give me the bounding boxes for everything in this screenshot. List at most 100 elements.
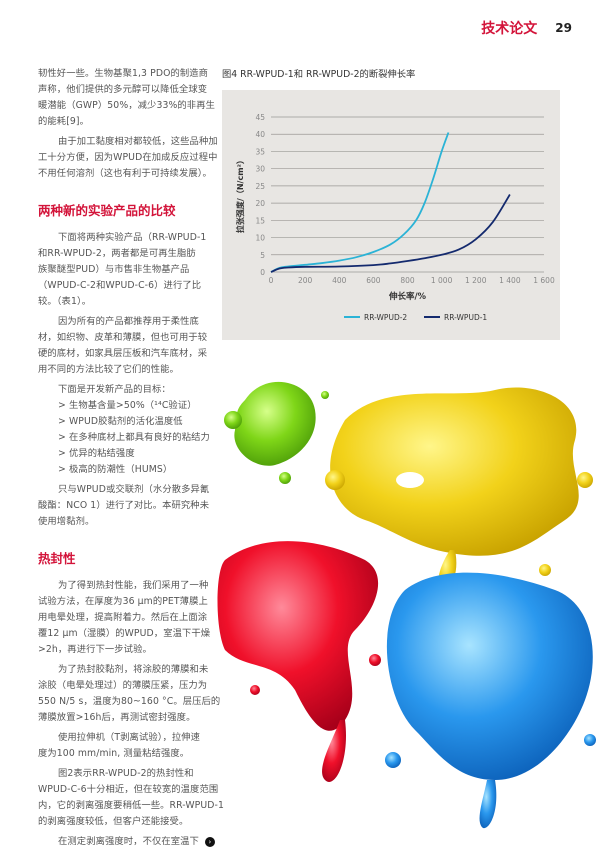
chart-panel: 0 5 10 15 20 25 30 35 40 45 0 200 400 600 800 1 000 1 20… [222,90,560,340]
text-line: 覆12 μm（湿膜）的WPUD，室温下干燥 [38,626,214,642]
elongation-chart: 0 5 10 15 20 25 30 35 40 45 0 200 400 600 800 1 000 1 20… [235,113,555,322]
list-item: 下面是开发新产品的目标： [38,382,214,398]
text-line: 材，如织物、皮革和薄膜，但也可用于较 [38,330,214,346]
line-text: WPUD-C-6十分相近，但在较宽的温度范围 [38,784,219,795]
text-line: WPUD-C-6十分相近，但在较宽的温度范围 [38,782,218,798]
text-line: 声称，他们提供的多元醇可以降低全球变 [38,82,214,98]
series-line-rr-wpud-2 [270,132,450,273]
line-text: 内，它的剥离强度要稍低一些。RR-WPUD-1 [38,800,225,811]
x-tick-label: 800 [400,276,415,285]
line-text: 由于加工黏度相对都较低，这些品种加 [58,136,218,147]
page-number: 29 [555,21,572,35]
line-text: 声称，他们提供的多元醇可以降低全球变 [38,84,208,95]
text-line: 550 N/5 s，温度为80~160 °C。层压后的 [38,694,220,710]
y-tick-label: 25 [255,182,265,191]
text-line: 度为100 mm/min, 测量粘结强度。 [38,746,214,762]
y-axis-label: 拉张强度/（N/cm²） [235,156,245,233]
x-tick-label: 1 000 [431,276,453,285]
text-line: 下面将两种实验产品（RR-WPUD-1 [38,230,214,246]
article-text-column: 韧性好一些。生物基聚1,3 PDO的制造商 声称，他们提供的多元醇可以降低全球变暖… [38,66,224,854]
paragraph: 因为所有的产品都推荐用于柔性底 材，如织物、皮革和薄膜，但也可用于较 硬的底材，如家… [38,314,214,378]
text-line: 图2表示RR-WPUD-2的热封性和 [38,766,214,782]
x-tick-label: 1 400 [499,276,521,285]
text-line: 酸酯：NCO 1）进行了对比。本研究种未 [38,498,214,514]
line-text: 材，如织物、皮革和薄膜，但也可用于较 [38,332,208,343]
blue-splash [385,572,596,829]
line-text: > WPUD胶黏剂的活化温度低 [58,416,183,427]
paragraph: 韧性好一些。生物基聚1,3 PDO的制造商 声称，他们提供的多元醇可以降低全球变暖… [38,66,215,130]
text-line: 薄膜放置>16h后，再测试密封强度。 [38,710,214,726]
line-text: 的能耗[9]。 [38,116,90,127]
y-tick-label: 0 [260,268,265,277]
line-text: 度为100 mm/min, 测量粘结强度。 [38,748,190,759]
goal-list: 下面是开发新产品的目标： > 生物基含量>50%（¹⁴C验证） > WPUD胶黏剂的… [38,382,214,478]
list-item: > 极高的防潮性（HUMS） [38,462,214,478]
x-tick-label: 1 600 [533,276,555,285]
x-tick-label: 600 [366,276,381,285]
line-text: > 优异的粘结强度 [58,448,135,459]
text-line: 只与WPUD或交联剂（水分散多异氰 [38,482,214,498]
line-text: >2h，再进行下一步试验。 [38,644,152,655]
line-text: 暖潜能（GWP）50%，减少33%的非再生 [38,100,215,111]
text-line: 涂胶（电晕处理过）的薄膜压紧，压力为 [38,678,214,694]
line-text: 为了得到热封性能，我们采用了一种 [58,580,209,591]
line-text: 的剥离强度较低，但客户还能接受。 [38,816,189,827]
red-splash [217,541,381,782]
paragraph: 由于加工黏度相对都较低，这些品种加工十分方便，因为WPUD在加成反应过程中 不用任… [38,134,218,182]
line-text: 图2表示RR-WPUD-2的热封性和 [58,768,194,779]
line-text: 工十分方便，因为WPUD在加成反应过程中 [38,152,218,163]
text-line: 为了热封胶黏剂，将涂胶的薄膜和未 [38,662,214,678]
text-line: >2h，再进行下一步试验。 [38,642,214,658]
paint-splash-image [217,381,596,829]
line-text: 用电晕处理，提高附着力。然后在上面涂 [38,612,208,623]
y-tick-label: 40 [255,130,265,139]
text-line: 由于加工黏度相对都较低，这些品种加 [38,134,218,150]
line-text: （WPUD-C-2和WPUD-C-6）进行了比 [38,280,202,291]
x-tick-label: 200 [298,276,313,285]
legend-label: RR-WPUD-1 [444,313,487,322]
list-item: > 生物基含量>50%（¹⁴C验证） [38,398,214,414]
figure-caption: 图4 RR-WPUD-1和 RR-WPUD-2的断裂伸长率 [222,69,416,80]
paragraph: 在测定剥离强度时，不仅在室温下 › [38,834,215,850]
text-line: 的能耗[9]。 [38,114,214,130]
line-text: 550 N/5 s，温度为80~160 °C。层压后的 [38,696,221,707]
paragraph: 下面将两种实验产品（RR-WPUD-1 和RR-WPUD-2，两者都是可再生脂肪族… [38,230,214,310]
line-text: 只与WPUD或交联剂（水分散多异氰 [58,484,210,495]
text-line: 的剥离强度较低，但客户还能接受。 [38,814,214,830]
line-text: 用不同的方法比较了它们的性能。 [38,364,179,375]
text-line: 在测定剥离强度时，不仅在室温下 › [38,834,215,850]
x-tick-label: 1 200 [465,276,487,285]
x-tick-label: 0 [269,276,274,285]
paragraph: 为了热封胶黏剂，将涂胶的薄膜和未 涂胶（电晕处理过）的薄膜压紧，压力为 550 N/… [38,662,220,726]
line-text: > 极高的防潮性（HUMS） [58,464,173,475]
line-text: 不用任何溶剂（这也有利于可持续发展）。 [38,168,212,179]
legend-label: RR-WPUD-2 [364,313,407,322]
paragraph: 图2表示RR-WPUD-2的热封性和 WPUD-C-6十分相近，但在较宽的温度范围… [38,766,224,830]
line-text: 使用增黏剂。 [38,516,95,527]
text-line: 工十分方便，因为WPUD在加成反应过程中 [38,150,217,166]
paragraph: 为了得到热封性能，我们采用了一种试验方法，在厚度为36 μm的PET薄膜上 用电晕… [38,578,214,658]
text-line: 为了得到热封性能，我们采用了一种 [38,578,214,594]
line-text: 较。（表1）。 [38,296,92,307]
green-splash [224,381,329,484]
text-line: 使用增黏剂。 [38,514,214,530]
text-line: 试验方法，在厚度为36 μm的PET薄膜上 [38,594,214,610]
list-item: > WPUD胶黏剂的活化温度低 [38,414,214,430]
y-tick-label: 10 [255,234,265,243]
section-heading: 两种新的实验产品的比较 [38,203,176,218]
y-tick-label: 45 [255,113,265,122]
text-line: 较。（表1）。 [38,294,214,310]
line-text: 下面是开发新产品的目标： [58,384,171,395]
line-text: 试验方法，在厚度为36 μm的PET薄膜上 [38,596,208,607]
arrow-right-circle-icon[interactable]: › [204,836,215,847]
line-text: > 生物基含量>50%（¹⁴C验证） [58,400,197,411]
page-header: 技术论文 29 [481,18,572,38]
line-text: 韧性好一些。生物基聚1,3 PDO的制造商 [38,68,209,79]
line-text: 下面将两种实验产品（RR-WPUD-1 [58,232,207,243]
y-tick-label: 30 [255,165,265,174]
text-line: 用电晕处理，提高附着力。然后在上面涂 [38,610,214,626]
line-text: 和RR-WPUD-2，两者都是可再生脂肪 [38,248,196,259]
line-text: > 在多种底材上都具有良好的粘结力 [58,432,210,443]
line-text: 因为所有的产品都推荐用于柔性底 [58,316,199,327]
list-item: > 优异的粘结强度 [38,446,214,462]
